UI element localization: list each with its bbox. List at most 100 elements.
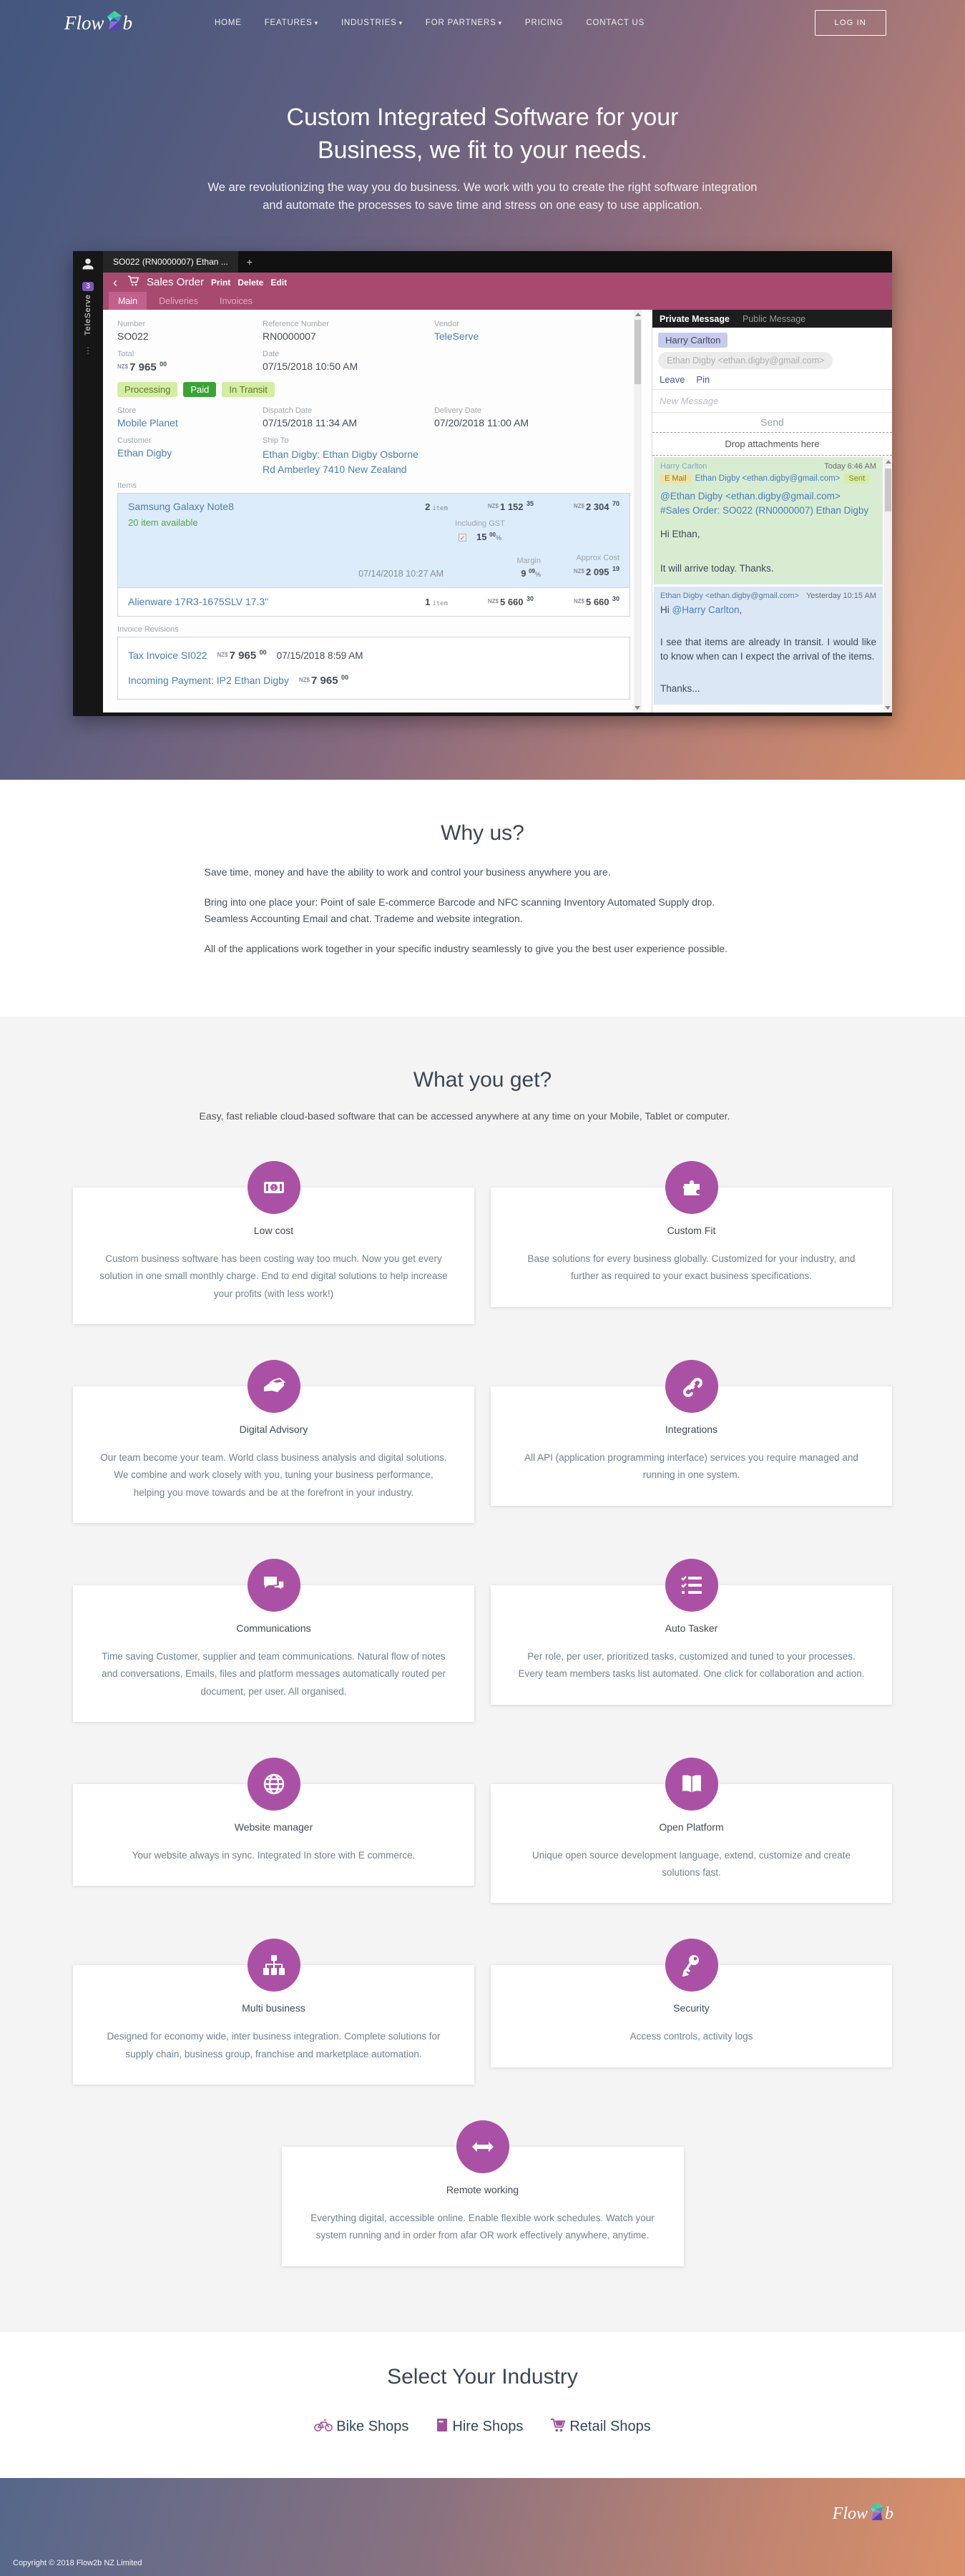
mention-link[interactable]: @Ethan Digby <ethan.digby@gmail.com> bbox=[660, 491, 841, 502]
field-vendor: Vendor TeleServe bbox=[434, 320, 630, 342]
scroll-up-icon[interactable] bbox=[885, 460, 891, 464]
feature-card-communications: Communications Time saving Customer, supp… bbox=[73, 1558, 474, 1722]
card-title: Remote working bbox=[446, 2184, 519, 2196]
card-body: Designed for economy wide, inter busines… bbox=[107, 2031, 441, 2060]
footer-brand-logo[interactable]: Flow b bbox=[833, 2502, 893, 2526]
card-title: Integrations bbox=[665, 1424, 718, 1436]
header: Flow b HOME FEATURES ▾ INDUSTRIES ▾ FOR PA… bbox=[0, 0, 965, 36]
nav-item-pricing[interactable]: PRICING bbox=[524, 19, 564, 27]
arrows-icon bbox=[456, 2120, 509, 2174]
revision-row: Incoming Payment: IP2 Ethan Digby NZ$ 7 9… bbox=[128, 674, 349, 687]
brand-logo[interactable]: Flow b bbox=[64, 10, 133, 36]
leave-link[interactable]: Leave bbox=[660, 374, 685, 386]
card-body: Your website always in sync. Integrated … bbox=[132, 1849, 416, 1861]
nav-item-home[interactable]: HOME bbox=[215, 19, 242, 27]
print-button[interactable]: Print bbox=[211, 277, 231, 288]
tab-invoices[interactable]: Invoices bbox=[219, 295, 253, 306]
items-table: Samsung Galaxy Note8 2 item NZ$ 1 152 35 N… bbox=[117, 493, 630, 617]
copyright-text: Copyright © 2018 Flow2b NZ Limited bbox=[13, 2558, 142, 2567]
item-row[interactable]: Alienware 17R3-1675SLV 17.3" 1 item NZ$ 5 … bbox=[118, 587, 630, 616]
hero-title: Custom Integrated Software for your Busi… bbox=[286, 104, 679, 164]
scrollbar[interactable] bbox=[634, 310, 642, 713]
tab-main[interactable]: Main bbox=[109, 292, 147, 310]
industry-heading: Select Your Industry bbox=[387, 2364, 578, 2389]
revision-row: Tax Invoice SI022 NZ$ 7 965 00 07/15/2018… bbox=[128, 649, 363, 662]
money-icon: 1 bbox=[247, 1161, 300, 1215]
brand-2-icon bbox=[868, 2502, 885, 2526]
brand-text-first: Flow bbox=[64, 11, 104, 34]
delete-button[interactable]: Delete bbox=[237, 277, 264, 288]
why-us-heading: Why us? bbox=[441, 821, 524, 845]
store-link[interactable]: Mobile Planet bbox=[117, 417, 178, 429]
document-link[interactable]: #Sales Order: SO022 (RN0000007) Ethan Di… bbox=[660, 504, 869, 516]
chat-message: Harry Carlton Today 6:46 AM E Mail Ethan … bbox=[654, 457, 883, 584]
nav-item-features[interactable]: FEATURES ▾ bbox=[264, 19, 318, 27]
send-button[interactable]: Send bbox=[652, 412, 892, 431]
mention-link[interactable]: @Harry Carlton bbox=[672, 604, 740, 615]
member-chip[interactable]: Harry Carlton bbox=[658, 333, 728, 348]
why-us-paragraph: Save time, money and have the ability to… bbox=[204, 866, 611, 878]
key-icon bbox=[665, 1939, 718, 1992]
chat-tabs: Private Message Public Message bbox=[652, 310, 892, 328]
industry-section: Select Your Industry Bike Shops Hire Sho… bbox=[0, 2331, 965, 2478]
feature-card-multi-business: Multi business Designed for economy wide,… bbox=[73, 1939, 474, 2085]
payment-link[interactable]: Incoming Payment: IP2 Ethan Digby bbox=[128, 675, 289, 687]
item-row-selected[interactable]: Samsung Galaxy Note8 2 item NZ$ 1 152 35 N… bbox=[118, 494, 630, 588]
customer-link[interactable]: Ethan Digby bbox=[117, 447, 172, 459]
scroll-down-icon[interactable] bbox=[635, 706, 640, 710]
new-message-input[interactable]: New Message bbox=[652, 389, 892, 412]
tab-deliveries[interactable]: Deliveries bbox=[159, 295, 198, 306]
feature-card-remote-working: Remote working Everything digital, access… bbox=[281, 2120, 684, 2266]
sidebar-item-teleserve[interactable]: TeleServe bbox=[84, 294, 92, 336]
card-title: Low cost bbox=[253, 1225, 294, 1237]
nav-item-for-partners[interactable]: FOR PARTNERS ▾ bbox=[425, 19, 502, 27]
puzzle-icon bbox=[665, 1161, 718, 1215]
recipient-pill[interactable]: Ethan Digby <ethan.digby@gmail.com> bbox=[658, 352, 833, 370]
nav-item-industries[interactable]: INDUSTRIES ▾ bbox=[341, 19, 403, 27]
card-body: Access controls, activity logs bbox=[630, 2031, 753, 2042]
cart-icon bbox=[550, 2418, 566, 2437]
field-dispatch-date: Dispatch Date 07/15/2018 11:34 AM bbox=[263, 406, 358, 429]
edit-button[interactable]: Edit bbox=[270, 277, 288, 288]
scroll-down-icon[interactable] bbox=[885, 706, 891, 710]
item-name-link[interactable]: Alienware 17R3-1675SLV 17.3" bbox=[128, 596, 269, 608]
feature-card-auto-tasker: Auto Tasker Per role, per user, prioritiz… bbox=[491, 1558, 892, 1705]
card-title: Website manager bbox=[234, 1821, 313, 1833]
handshake-icon bbox=[247, 1360, 300, 1414]
industry-link-retail-shops[interactable]: Retail Shops bbox=[550, 2418, 651, 2437]
scroll-up-icon[interactable] bbox=[635, 313, 641, 317]
field-date: Date 07/15/2018 10:50 AM bbox=[263, 350, 358, 373]
document-tab[interactable]: SO022 (RN0000007) Ethan ... bbox=[103, 251, 238, 273]
vendor-link[interactable]: TeleServe bbox=[434, 330, 479, 343]
industry-link-bike-shops[interactable]: Bike Shops bbox=[314, 2419, 408, 2436]
card-body: Everything digital, accessible online. E… bbox=[310, 2213, 655, 2241]
tab-public-message[interactable]: Public Message bbox=[742, 313, 806, 324]
main-nav: HOME FEATURES ▾ INDUSTRIES ▾ FOR PARTNERS ▾… bbox=[215, 19, 814, 27]
ship-to-link[interactable]: Ethan Digby: Ethan Digby Osborne Rd Ambe… bbox=[263, 449, 418, 476]
item-name-link[interactable]: Samsung Galaxy Note8 bbox=[128, 501, 234, 513]
invoice-revisions-box: Tax Invoice SI022 NZ$ 7 965 00 07/15/2018… bbox=[117, 637, 630, 700]
login-button[interactable]: LOG IN bbox=[814, 10, 886, 36]
card-title: Communications bbox=[236, 1622, 311, 1634]
field-total: Total NZ$ 7 965 00 bbox=[117, 350, 167, 374]
feature-card-integrations: Integrations All API (application program… bbox=[491, 1360, 892, 1506]
pin-link[interactable]: Pin bbox=[696, 374, 710, 386]
app-tabbar: SO022 (RN0000007) Ethan ... + bbox=[103, 251, 892, 273]
back-icon[interactable]: ‹ bbox=[113, 275, 117, 290]
hero-section: Flow b HOME FEATURES ▾ INDUSTRIES ▾ FOR PA… bbox=[0, 0, 965, 780]
invoice-link[interactable]: Tax Invoice SI022 bbox=[128, 650, 207, 662]
gst-checkbox[interactable]: ✓ bbox=[458, 533, 466, 542]
card-body: Per role, per user, prioritized tasks, c… bbox=[518, 1650, 865, 1680]
what-you-get-heading: What you get? bbox=[413, 1068, 552, 1092]
scrollbar[interactable] bbox=[884, 457, 892, 713]
nav-item-contact-us[interactable]: CONTACT US bbox=[586, 19, 645, 27]
kebab-menu-icon[interactable]: ⋮ bbox=[84, 346, 92, 356]
new-tab-button[interactable]: + bbox=[246, 256, 253, 268]
user-icon[interactable] bbox=[81, 257, 95, 275]
drop-attachments-zone[interactable]: Drop attachments here bbox=[652, 432, 892, 456]
brand-text-last: b bbox=[122, 11, 133, 34]
industry-link-hire-shops[interactable]: Hire Shops bbox=[436, 2418, 523, 2437]
tab-private-message[interactable]: Private Message bbox=[660, 313, 730, 324]
status-badge: Paid bbox=[183, 382, 217, 398]
document-title: Sales Order bbox=[147, 276, 205, 289]
